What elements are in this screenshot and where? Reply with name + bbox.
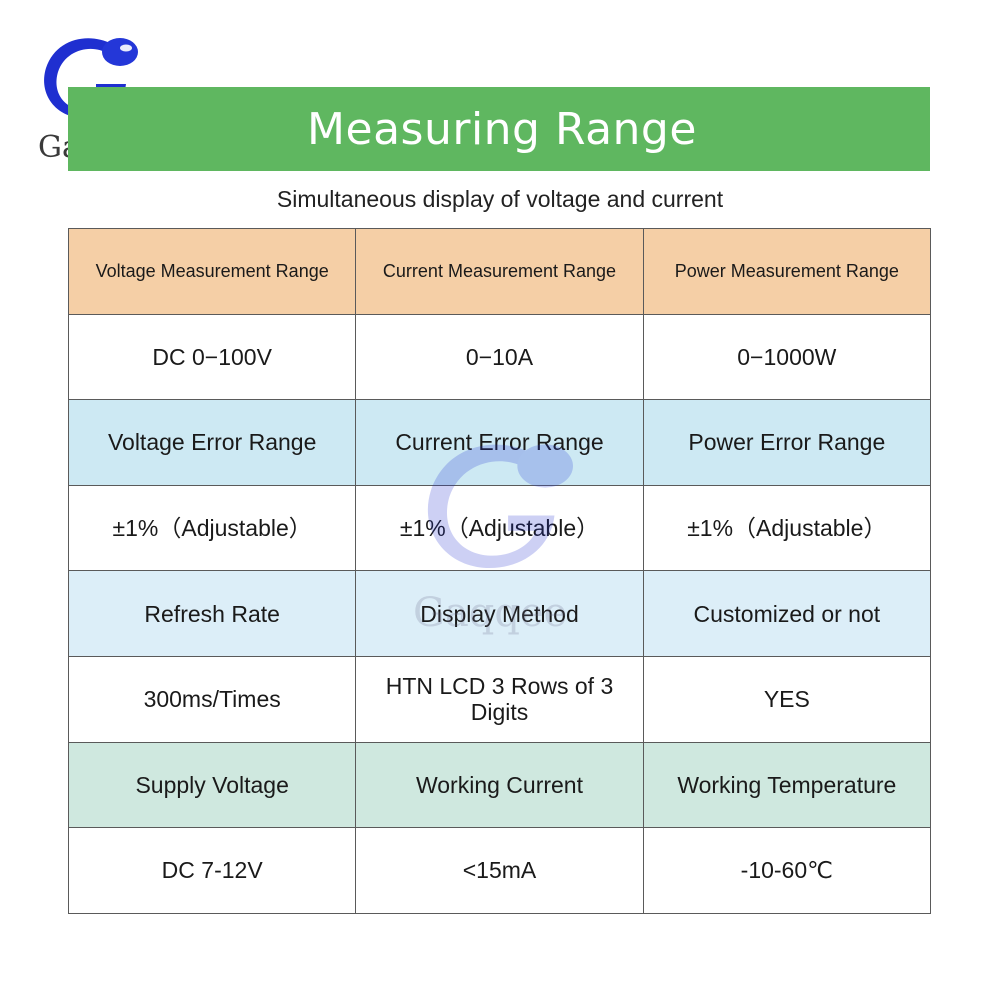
value-cell: ±1%（Adjustable） [642,484,932,572]
table-row: ±1%（Adjustable） ±1%（Adjustable） ±1%（Adjust… [67,484,932,572]
value-cell: 300ms/Times [67,655,357,743]
value-cell: -10-60℃ [642,827,932,914]
label-cell: Current Measurement Range [355,228,644,315]
label-cell: Power Measurement Range [642,228,932,315]
value-cell: DC 0−100V [67,313,357,401]
value-cell: DC 7-12V [67,827,357,914]
page-title: Measuring Range [307,103,697,155]
label-cell: Power Error Range [642,399,932,486]
label-cell: Working Temperature [642,741,932,829]
table-row: 300ms/Times HTN LCD 3 Rows of 3 Digits YES [67,655,932,743]
value-cell: 0−1000W [642,313,932,401]
label-cell: Voltage Measurement Range [67,228,357,315]
value-cell: ±1%（Adjustable） [67,484,357,572]
value-cell: <15mA [355,827,644,914]
value-cell: 0−10A [355,313,644,401]
table-header-row: Voltage Measurement Range Current Measure… [67,228,932,315]
table-row: Supply Voltage Working Current Working Tem… [67,741,932,829]
label-cell: Voltage Error Range [67,399,357,486]
table-row: DC 0−100V 0−10A 0−1000W [67,313,932,401]
label-cell: Working Current [355,741,644,829]
label-cell: Refresh Rate [67,570,357,657]
subtitle: Simultaneous display of voltage and curr… [276,186,724,212]
title-banner: Measuring Range [68,87,930,171]
value-cell: HTN LCD 3 Rows of 3 Digits [355,655,644,743]
table-row: Refresh Rate Display Method Customized or … [67,570,932,657]
label-cell: Current Error Range [355,399,644,486]
label-cell: Supply Voltage [67,741,357,829]
spec-table: Voltage Measurement Range Current Measure… [67,228,932,914]
table-row: Voltage Error Range Current Error Range Po… [67,399,932,486]
label-cell: Display Method [355,570,644,657]
value-cell: YES [642,655,932,743]
value-cell: ±1%（Adjustable） [355,484,644,572]
label-cell: Customized or not [642,570,932,657]
logo-g-icon [44,38,138,118]
table-row: DC 7-12V <15mA -10-60℃ [67,827,932,914]
